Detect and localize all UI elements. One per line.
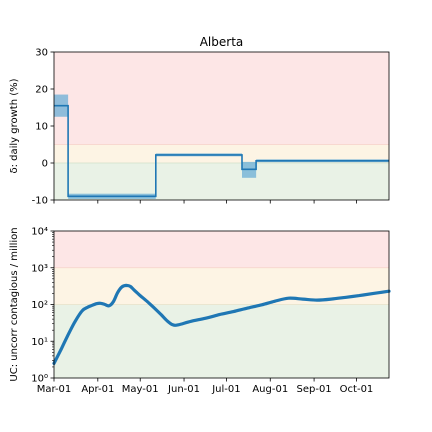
- bottom-x-tick-label-5: Aug-01: [252, 384, 288, 395]
- bottom-y-axis-ticks: 10⁰ 10¹ 10² 10³ 10⁴: [31, 227, 54, 385]
- bottom-y-axis-label: UC: uncorr contagious / million: [9, 227, 20, 381]
- top-y-tick-label-1: 0: [42, 159, 48, 170]
- bottom-risk-zones: [54, 231, 389, 378]
- bottom-y-tick-label-2: 10²: [31, 300, 48, 311]
- bottom-y-tick-label-4: 10⁴: [31, 227, 48, 238]
- top-y-axis-label: δ: daily growth (%): [9, 78, 20, 173]
- bottom-x-tick-label-0: Mar-01: [37, 384, 72, 395]
- top-zone-2: [54, 52, 389, 145]
- bottom-y-tick-label-3: 10³: [31, 263, 48, 274]
- bottom-y-tick-label-1: 10¹: [31, 337, 48, 348]
- bottom-zone-2: [54, 231, 389, 268]
- bottom-panel: 10⁰ 10¹ 10² 10³ 10⁴ Mar-01 Apr-01 May-01 Jun-01…: [9, 227, 391, 395]
- bottom-x-axis-ticks: Mar-01 Apr-01 May-01 Jun-01 Jul-01 Aug-01 Sep-…: [37, 378, 374, 395]
- top-y-tick-label-2: 10: [35, 122, 48, 133]
- top-y-tick-label-0: -10: [32, 196, 48, 207]
- top-risk-zones: [54, 52, 389, 200]
- bottom-zone-0: [54, 304, 389, 378]
- bottom-x-tick-label-1: Apr-01: [81, 384, 114, 395]
- bottom-x-tick-label-4: Jul-01: [211, 384, 240, 395]
- bottom-contagious-line: [52, 283, 391, 365]
- top-y-axis-ticks: -10 0 10 20 30: [32, 48, 54, 207]
- top-y-tick-label-4: 30: [35, 48, 48, 59]
- bottom-x-tick-label-3: Jun-01: [167, 384, 200, 395]
- top-growth-step-line: [54, 104, 389, 198]
- top-panel-title: Alberta: [200, 35, 244, 49]
- bottom-y-tick-label-0: 10⁰: [31, 374, 48, 385]
- bottom-plot-frame: [53, 230, 390, 379]
- bottom-x-tick-label-2: May-01: [122, 384, 159, 395]
- bottom-x-tick-label-6: Sep-01: [296, 384, 331, 395]
- top-x-axis-ticks: [53, 200, 357, 204]
- top-y-tick-label-3: 20: [35, 85, 48, 96]
- bottom-x-tick-label-7: Oct-01: [340, 384, 374, 395]
- top-plot-frame: [53, 51, 390, 201]
- top-panel: -10 0 10 20 30 Alberta δ: daily growth (%): [9, 35, 390, 207]
